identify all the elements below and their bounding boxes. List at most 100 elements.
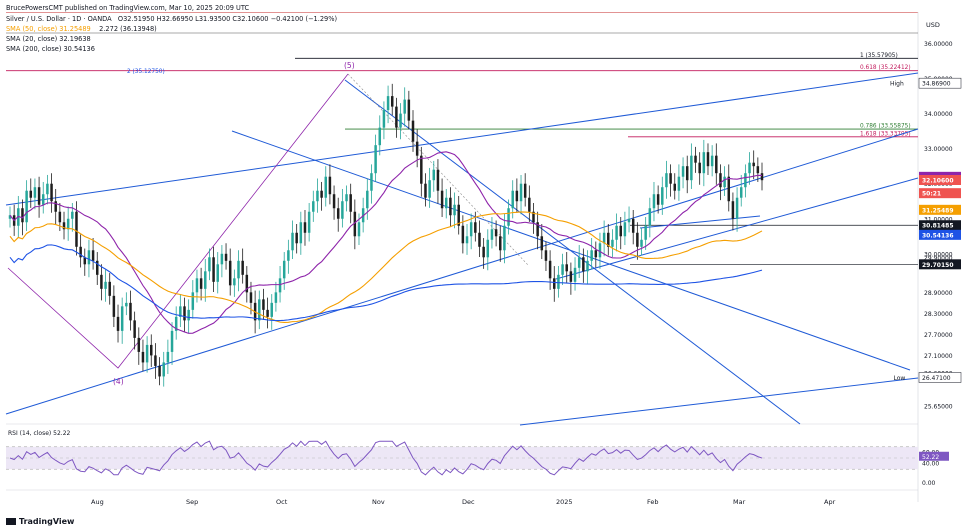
fib-level-label: 0.786 (33.55875) (860, 124, 911, 130)
candle (619, 217, 622, 250)
candle (158, 357, 161, 386)
candle (91, 238, 95, 270)
candle-body (303, 222, 307, 233)
candle-body (91, 250, 95, 261)
ohlc-values: O32.51950 H32.66950 L31.93500 C32.10600 … (117, 15, 338, 23)
candle (548, 250, 552, 290)
candle (685, 155, 689, 194)
candle (735, 187, 739, 232)
candle (540, 224, 544, 260)
candle (503, 213, 506, 264)
candle-body (540, 236, 544, 251)
candle-body (141, 351, 145, 363)
candle-body (474, 222, 477, 233)
candle-body (37, 187, 41, 205)
trend-line (519, 377, 919, 426)
candle (590, 238, 593, 270)
candle-body (739, 187, 743, 198)
sma20-line (9, 151, 763, 334)
candle (557, 266, 560, 298)
candle-body (233, 278, 236, 286)
candle-body (382, 110, 386, 128)
price-tag-box (919, 229, 961, 240)
wave-label-4: (4) (113, 377, 124, 386)
candle-body (503, 225, 506, 251)
y-tick-label: 28.90000 (924, 290, 953, 297)
candle (33, 178, 37, 210)
candle (386, 85, 390, 124)
price-tag-name: High (890, 81, 904, 88)
candle-body (25, 190, 28, 223)
candle (536, 211, 539, 250)
candle (627, 206, 631, 233)
candle-body (544, 250, 548, 261)
candle-body (586, 260, 589, 272)
candle (66, 206, 70, 241)
candle-body (469, 222, 473, 237)
candle (307, 202, 311, 242)
candle (436, 159, 440, 204)
candle-body (316, 190, 319, 202)
candle (220, 245, 224, 278)
candle-body (710, 155, 714, 167)
candle-body (631, 218, 635, 233)
candle (291, 220, 294, 260)
candle (216, 252, 219, 294)
candle (133, 311, 136, 350)
candle-body (577, 257, 581, 268)
candle-body (698, 162, 701, 174)
candle (582, 248, 585, 283)
candle-body (486, 239, 490, 258)
candle-body (54, 201, 57, 212)
candle-body (444, 197, 448, 209)
price-tag-value: 30.81485 (922, 223, 954, 230)
rsi-tick: 40.00 (922, 461, 939, 468)
candle (208, 248, 211, 281)
candle-body (332, 194, 336, 209)
candle (125, 292, 128, 316)
candle-body (399, 113, 402, 128)
candle-body (374, 145, 377, 174)
candle (756, 157, 760, 182)
candle-body (644, 225, 647, 240)
candle (690, 143, 693, 189)
candle-body (656, 194, 660, 205)
candle (212, 246, 215, 292)
candle-body (673, 183, 676, 191)
candle-body (436, 169, 440, 191)
candle (199, 267, 203, 301)
candle (54, 188, 57, 225)
candle (760, 162, 764, 191)
trend-line (639, 215, 761, 229)
candle-body (569, 271, 573, 282)
candle-body (41, 194, 45, 205)
candle (528, 185, 531, 222)
candle (237, 250, 240, 292)
candle-body (245, 274, 249, 293)
candle-body (174, 316, 178, 331)
candle (303, 209, 307, 246)
candle-body (478, 232, 481, 247)
candle-body (378, 127, 382, 146)
price-tag-box (919, 220, 961, 231)
candle (607, 224, 610, 256)
candle-body (79, 246, 82, 258)
candle (744, 164, 747, 198)
candle-body (33, 187, 37, 198)
candle-body (669, 173, 672, 184)
candle (312, 190, 315, 222)
candle (316, 178, 319, 213)
candle-body (345, 194, 348, 202)
candle (453, 192, 456, 229)
candle (698, 152, 701, 185)
candle-body (590, 250, 593, 261)
candle (748, 152, 751, 185)
candle-body (104, 281, 107, 289)
candle-body (507, 208, 510, 226)
candle-body (602, 232, 606, 244)
price-tag-value: 32.10600 (922, 177, 954, 184)
candle-body (83, 257, 87, 265)
fib-level-label: 1.618 (33.33795) (860, 131, 911, 137)
candle (656, 185, 660, 214)
